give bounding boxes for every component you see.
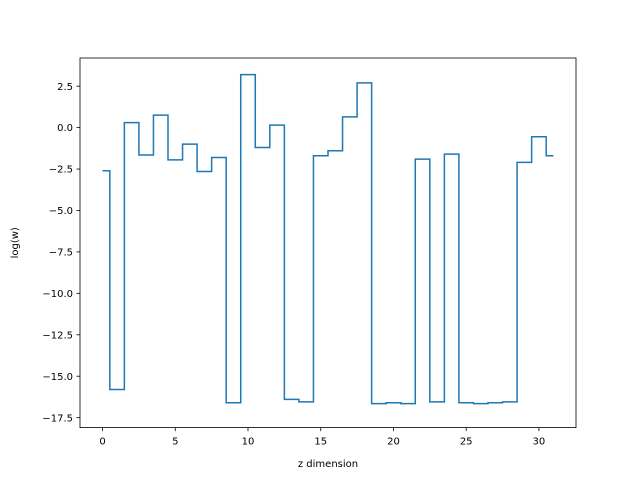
y-tick-label: 2.5	[57, 82, 73, 93]
x-tick-label: 15	[314, 437, 327, 448]
y-tick-label: −5.0	[49, 206, 73, 217]
y-tick-label: −12.5	[42, 330, 73, 341]
x-tick-label: 25	[460, 437, 473, 448]
axes-frame	[79, 57, 577, 429]
y-tick-label: −10.0	[42, 289, 73, 300]
x-tick-label: 30	[533, 437, 546, 448]
x-tick-label: 20	[387, 437, 400, 448]
y-tick-label: 0.0	[57, 123, 73, 134]
y-tick-label: −15.0	[42, 372, 73, 383]
x-tick-label: 10	[242, 437, 255, 448]
series-line-0	[102, 73, 554, 405]
x-tick-label: 5	[172, 437, 178, 448]
y-axis-label: log(w)	[10, 227, 21, 258]
y-tick-label: −7.5	[49, 248, 73, 259]
x-axis: 0 5 10 15 20 25 30	[99, 427, 546, 448]
plot-area	[102, 73, 554, 405]
y-tick-label: −17.5	[42, 413, 73, 424]
y-tick-label: −2.5	[49, 165, 73, 176]
x-axis-label: z dimension	[298, 459, 358, 470]
x-tick-label: 0	[99, 437, 105, 448]
y-axis: 2.5 0.0 −2.5 −5.0 −7.5 −10.0 −12.5 −15.0 −17.5	[42, 82, 80, 424]
